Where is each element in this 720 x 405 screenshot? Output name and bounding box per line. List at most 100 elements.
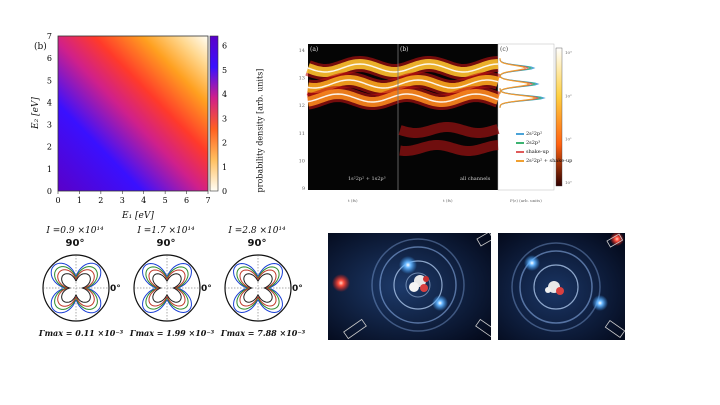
- y-tick-label: 0: [47, 187, 52, 196]
- spectrum-cbar-tick: 10¹: [565, 137, 572, 142]
- polar-axes: [42, 254, 110, 322]
- heatmap-xlabel: E₁ [eV]: [122, 211, 154, 221]
- spectrum-cbar-tick: 10⁰: [565, 180, 572, 185]
- spectrum-y-tick: 11: [299, 131, 305, 137]
- polar-intensity: I =0.9 ×10¹⁴: [46, 226, 104, 236]
- spectrum-y-tick: 13: [299, 76, 305, 82]
- heatmap-figure: (b) 0 1 2 3 4 5 6 7 0 1 2 3 4 5 6 7: [30, 28, 290, 228]
- spectrum-xlabel-c: P(ε) (arb. units): [510, 198, 542, 203]
- legend-item: 2s2p³: [516, 139, 572, 148]
- spectrum-figure: 14 13 12 11 10 9 10³ 10² 10¹ 10⁰ (a) (b) (c) 1s²…: [288, 38, 580, 210]
- y-tick-label: 3: [47, 121, 52, 130]
- x-tick-label: 5: [163, 196, 168, 205]
- band-core: [307, 63, 499, 73]
- polar-axes: [224, 254, 292, 322]
- polar-angle-90: 90°: [247, 238, 267, 249]
- y-tick-label: 2: [47, 143, 52, 152]
- band-core: [307, 79, 499, 89]
- cbar-tick-label: 2: [222, 139, 227, 148]
- polar-plot: I =0.9 ×10¹⁴ 90° 0° Γmax = 0.11 ×10⁻³: [39, 226, 130, 351]
- polar-angle-90: 90°: [156, 238, 176, 249]
- heatmap-cbar-ticks: 0 1 2 3 4 5 6: [222, 42, 227, 196]
- cbar-tick-label: 5: [222, 66, 227, 75]
- polar-figure: I =0.9 ×10¹⁴ 90° 0° Γmax = 0.11 ×10⁻³ I =1.7…: [39, 226, 320, 351]
- cbar-tick-label: 4: [222, 90, 227, 99]
- spectrum-plot: 14 13 12 11 10 9 10³ 10² 10¹ 10⁰: [299, 43, 572, 192]
- spectrum-y-tick: 14: [299, 48, 305, 54]
- polar-curve: [142, 262, 192, 314]
- spectrum-inset-label-a: 1s²2p² + 1s2p³: [348, 176, 386, 182]
- x-tick-label: 4: [141, 196, 146, 205]
- spectrum-cbar-tick: 10²: [565, 93, 572, 98]
- polar-curve: [233, 262, 283, 314]
- heatmap-ylabel: E₂ [eV]: [30, 97, 41, 129]
- legend-item: 2s²2p²: [516, 130, 572, 139]
- spectrum-legend: 2s²2p² 2s2p³ shake-up 2s²2p² + shake-up: [516, 130, 572, 166]
- polar-angle-0: 0°: [110, 284, 121, 294]
- profile-curve: [499, 58, 527, 78]
- legend-item: 2s²2p² + shake-up: [516, 157, 572, 166]
- x-tick-label: 0: [55, 196, 60, 205]
- profile-curve: [499, 88, 537, 108]
- spectrum-cbar-ticks: 10³ 10² 10¹ 10⁰: [565, 50, 572, 185]
- spectrum-y-tick: 10: [299, 158, 305, 164]
- cbar-tick-label: 6: [222, 42, 227, 51]
- polar-curve: [57, 269, 95, 307]
- polar-gamma: Γmax = 0.11 ×10⁻³: [38, 328, 124, 338]
- polar-plot: I =1.7 ×10¹⁴ 90° 0° Γmax = 1.99 ×10⁻³: [130, 226, 221, 351]
- legend-item: shake-up: [516, 148, 572, 157]
- spectrum-y-ticks: 14 13 12 11 10 9: [299, 48, 305, 192]
- spectrum-y-tick: 12: [299, 103, 305, 109]
- polar-curve: [236, 266, 280, 310]
- heatmap-panel-label: (b): [34, 42, 47, 52]
- y-tick-label: 4: [47, 98, 52, 107]
- x-tick-label: 3: [120, 196, 125, 205]
- cbar-tick-label: 3: [222, 114, 227, 123]
- polar-angle-0: 0°: [201, 284, 212, 294]
- spectrum-panel-a: (a): [310, 46, 319, 53]
- y-tick-label: 6: [47, 54, 52, 63]
- polar-curve: [61, 273, 91, 303]
- y-tick-label: 5: [47, 76, 52, 85]
- heatmap-cbar-label: probability density [arb. units]: [255, 68, 265, 193]
- polar-curve: [152, 273, 182, 303]
- y-tick-label: 1: [47, 165, 52, 174]
- polar-intensity: I =2.8 ×10¹⁴: [228, 226, 286, 236]
- heatmap-plot: 0 1 2 3 4 5 6 7 0 1 2 3 4 5 6 7 0 1 2 3 4 5 6: [47, 32, 227, 205]
- x-tick-label: 1: [77, 196, 82, 205]
- polar-gamma: Γmax = 1.99 ×10⁻³: [129, 328, 215, 338]
- molecule-render-1: [328, 233, 491, 340]
- spectrum-cbar-tick: 10³: [565, 50, 572, 55]
- spectrum-inset-label-b: all channels: [460, 176, 491, 182]
- spectrum-bands: [305, 55, 501, 156]
- spectrum-panel-b: (b): [400, 46, 409, 53]
- polar-intensity: I =1.7 ×10¹⁴: [137, 226, 195, 236]
- heatmap-y-ticks: 0 1 2 3 4 5 6 7: [47, 32, 52, 196]
- spectrum-panel-c: (c): [500, 46, 509, 53]
- x-tick-label: 6: [184, 196, 189, 205]
- polar-curve: [148, 269, 186, 307]
- band-dim: [399, 140, 499, 156]
- x-tick-label: 2: [98, 196, 103, 205]
- polar-curve: [145, 266, 189, 310]
- render-2-image: [498, 233, 625, 340]
- cbar-tick-label: 0: [222, 187, 227, 196]
- polar-plot: I =2.8 ×10¹⁴ 90° 0° Γmax = 7.88 ×10⁻³: [221, 226, 312, 351]
- polar-curve: [243, 273, 273, 303]
- polar-axes: [133, 254, 201, 322]
- polar-angle-0: 0°: [292, 284, 303, 294]
- heatmap-x-ticks: 0 1 2 3 4 5 6 7: [55, 191, 211, 205]
- y-tick-label: 7: [47, 32, 52, 41]
- polar-gamma: Γmax = 7.88 ×10⁻³: [220, 328, 306, 338]
- spectrum-profiles: [499, 58, 546, 109]
- spectrum-xlabel-b: t (fs): [443, 198, 453, 203]
- molecule-render-2: [498, 233, 625, 340]
- band-dim: [398, 122, 500, 138]
- polar-angle-90: 90°: [65, 238, 85, 249]
- polar-curve: [239, 269, 277, 307]
- spectrum-y-tick: 9: [302, 186, 305, 192]
- spectrum-xlabel-a: t (fs): [348, 198, 358, 203]
- band-core: [307, 93, 499, 103]
- render-1-image: [328, 233, 491, 340]
- x-tick-label: 7: [205, 196, 210, 205]
